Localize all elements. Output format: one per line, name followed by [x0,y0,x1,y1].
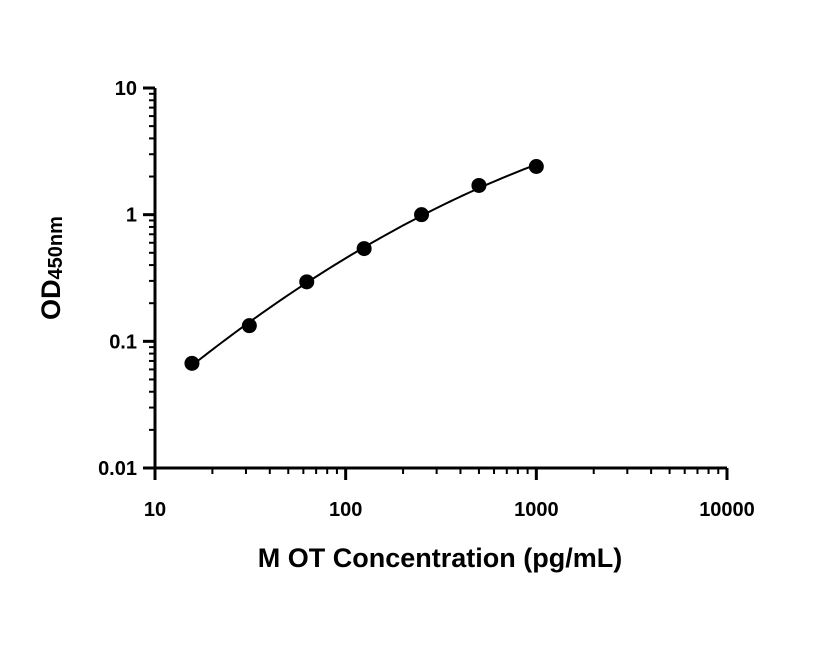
y-axis-title-main: OD [36,279,66,320]
x-tick-label: 1000 [514,499,559,521]
y-axis-title: OD450nm [36,216,67,320]
y-tick-label: 1 [126,205,137,227]
data-point [356,241,372,257]
data-point [528,159,544,175]
x-tick-label: 10000 [699,499,755,521]
y-tick-label: 0.01 [98,458,137,480]
fit-curve-layer [191,163,537,367]
y-tick-label: 10 [115,78,137,100]
x-tick-label: 100 [329,499,362,521]
data-point [414,207,430,223]
data-point [299,274,315,290]
axis-labels: M OT Concentration (pg/mL) OD450nm [36,216,622,573]
x-axis-title: M OT Concentration (pg/mL) [258,543,622,573]
data-point [471,177,487,193]
axes: 0.01 0.1 1 10 10 100 1000 10000 [98,78,755,521]
y-tick-label: 0.1 [109,331,137,353]
data-point [241,318,257,334]
data-point [184,355,200,371]
x-tick-label: 10 [144,499,166,521]
y-axis-title-subscript: 450nm [45,216,67,279]
fit-curve [191,163,537,367]
data-points [184,159,544,371]
